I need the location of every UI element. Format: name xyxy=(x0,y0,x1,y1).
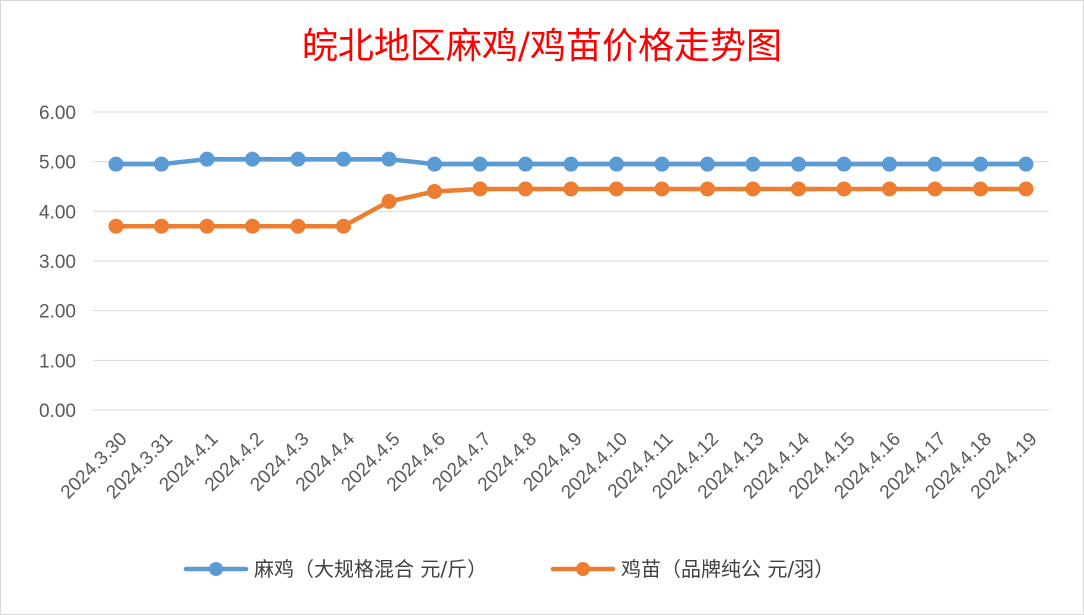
data-point xyxy=(245,218,260,234)
data-point xyxy=(381,151,397,167)
chart-title: 皖北地区麻鸡/鸡苗价格走势图 xyxy=(302,26,782,67)
data-point xyxy=(836,181,852,197)
data-point xyxy=(427,183,442,199)
data-point xyxy=(791,156,806,172)
data-point xyxy=(791,181,806,197)
data-point xyxy=(154,156,169,172)
data-point xyxy=(108,218,124,234)
data-point xyxy=(973,156,988,172)
data-point xyxy=(154,218,169,234)
data-point xyxy=(472,156,488,172)
y-tick-label: 6.00 xyxy=(39,103,76,124)
data-point xyxy=(518,156,533,172)
y-tick-label: 2.00 xyxy=(39,302,76,323)
data-point xyxy=(199,151,215,167)
data-point xyxy=(563,156,579,172)
data-point xyxy=(927,156,943,172)
data-point xyxy=(472,181,488,197)
data-point xyxy=(745,181,761,197)
data-point xyxy=(427,156,442,172)
data-point xyxy=(563,181,579,197)
data-point xyxy=(654,181,670,197)
data-point xyxy=(199,218,215,234)
y-tick-label: 5.00 xyxy=(39,153,76,174)
data-point xyxy=(973,181,988,197)
y-tick-label: 1.00 xyxy=(39,351,76,372)
legend-label: 麻鸡（大规格混合 元/斤） xyxy=(254,557,487,581)
y-tick-label: 4.00 xyxy=(39,202,76,223)
series-lines xyxy=(108,151,1034,234)
data-point xyxy=(609,156,624,172)
data-point xyxy=(700,181,715,197)
data-point xyxy=(609,181,624,197)
data-point xyxy=(745,156,761,172)
data-point xyxy=(836,156,852,172)
data-point xyxy=(336,218,351,234)
y-axis-ticks: 0.00 1.00 2.00 3.00 4.00 5.00 6.00 xyxy=(39,103,76,422)
data-point xyxy=(1018,156,1034,172)
legend-label: 鸡苗（品牌纯公 元/羽） xyxy=(621,557,834,581)
data-point xyxy=(108,156,124,172)
data-point xyxy=(290,151,306,167)
y-tick-label: 0.00 xyxy=(39,401,76,422)
data-point xyxy=(927,181,943,197)
legend-swatch-marker xyxy=(209,562,223,576)
data-point xyxy=(336,151,351,167)
data-point xyxy=(654,156,670,172)
data-point xyxy=(1018,181,1034,197)
data-point xyxy=(518,181,533,197)
data-point xyxy=(882,181,897,197)
y-tick-label: 3.00 xyxy=(39,252,76,273)
legend: 麻鸡（大规格混合 元/斤） 鸡苗（品牌纯公 元/羽） xyxy=(183,557,834,581)
data-point xyxy=(245,151,260,167)
data-point xyxy=(700,156,715,172)
data-point xyxy=(290,218,306,234)
data-point xyxy=(381,193,397,209)
legend-swatch-marker xyxy=(576,562,590,576)
data-point xyxy=(882,156,897,172)
